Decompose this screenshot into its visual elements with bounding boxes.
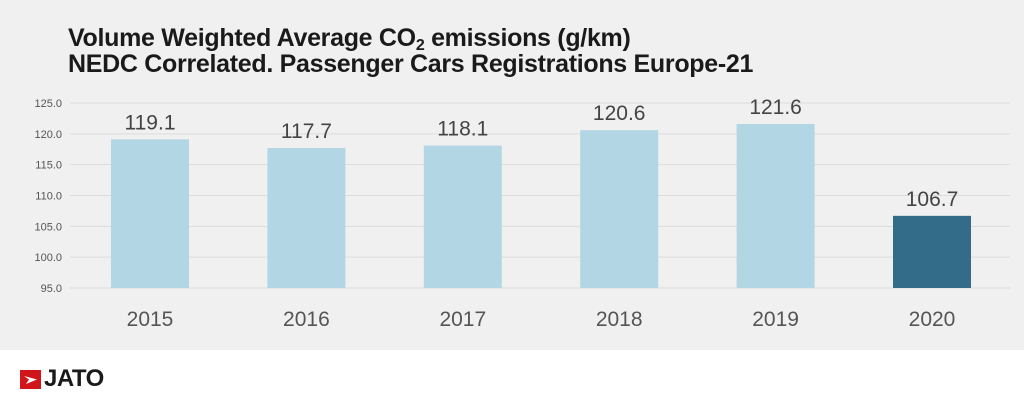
y-tick-label: 95.0 xyxy=(41,283,62,295)
data-label: 106.7 xyxy=(906,188,959,211)
y-tick-label: 100.0 xyxy=(34,252,62,264)
x-tick-label: 2019 xyxy=(752,308,799,331)
jato-logo-text: JATO xyxy=(44,365,104,392)
x-tick-label: 2020 xyxy=(909,308,956,331)
x-tick-label: 2016 xyxy=(283,308,330,331)
x-tick-label: 2015 xyxy=(127,308,174,331)
data-label: 119.1 xyxy=(125,111,176,134)
bar-2016 xyxy=(267,148,346,288)
chart-title-line1: Volume Weighted Average CO2 emissions (g… xyxy=(68,24,631,54)
y-tick-label: 110.0 xyxy=(35,191,62,203)
chart-title-line2: NEDC Correlated. Passenger Cars Registra… xyxy=(68,50,754,78)
jato-logo: JATO xyxy=(20,365,104,393)
y-tick-label: 125.0 xyxy=(34,98,62,110)
data-label: 120.6 xyxy=(593,102,646,125)
bar-2020 xyxy=(893,215,971,288)
bar-2017 xyxy=(423,145,502,288)
data-label: 121.6 xyxy=(749,96,802,119)
x-tick-label: 2017 xyxy=(439,308,486,331)
bar-chart: 95.0 100.0 105.0 110.0 115.0 120.0 125.0 119.1 2… xyxy=(34,96,1010,331)
data-label: 117.7 xyxy=(281,120,332,143)
data-label: 118.1 xyxy=(437,118,488,141)
bar-2019 xyxy=(736,123,815,288)
jato-logo-icon xyxy=(20,369,41,389)
y-tick-label: 115.0 xyxy=(35,160,62,172)
bar-2015 xyxy=(111,139,189,288)
x-tick-label: 2018 xyxy=(596,308,643,331)
bar-2018 xyxy=(580,130,659,288)
y-tick-label: 105.0 xyxy=(34,221,62,233)
y-tick-label: 120.0 xyxy=(34,129,62,141)
